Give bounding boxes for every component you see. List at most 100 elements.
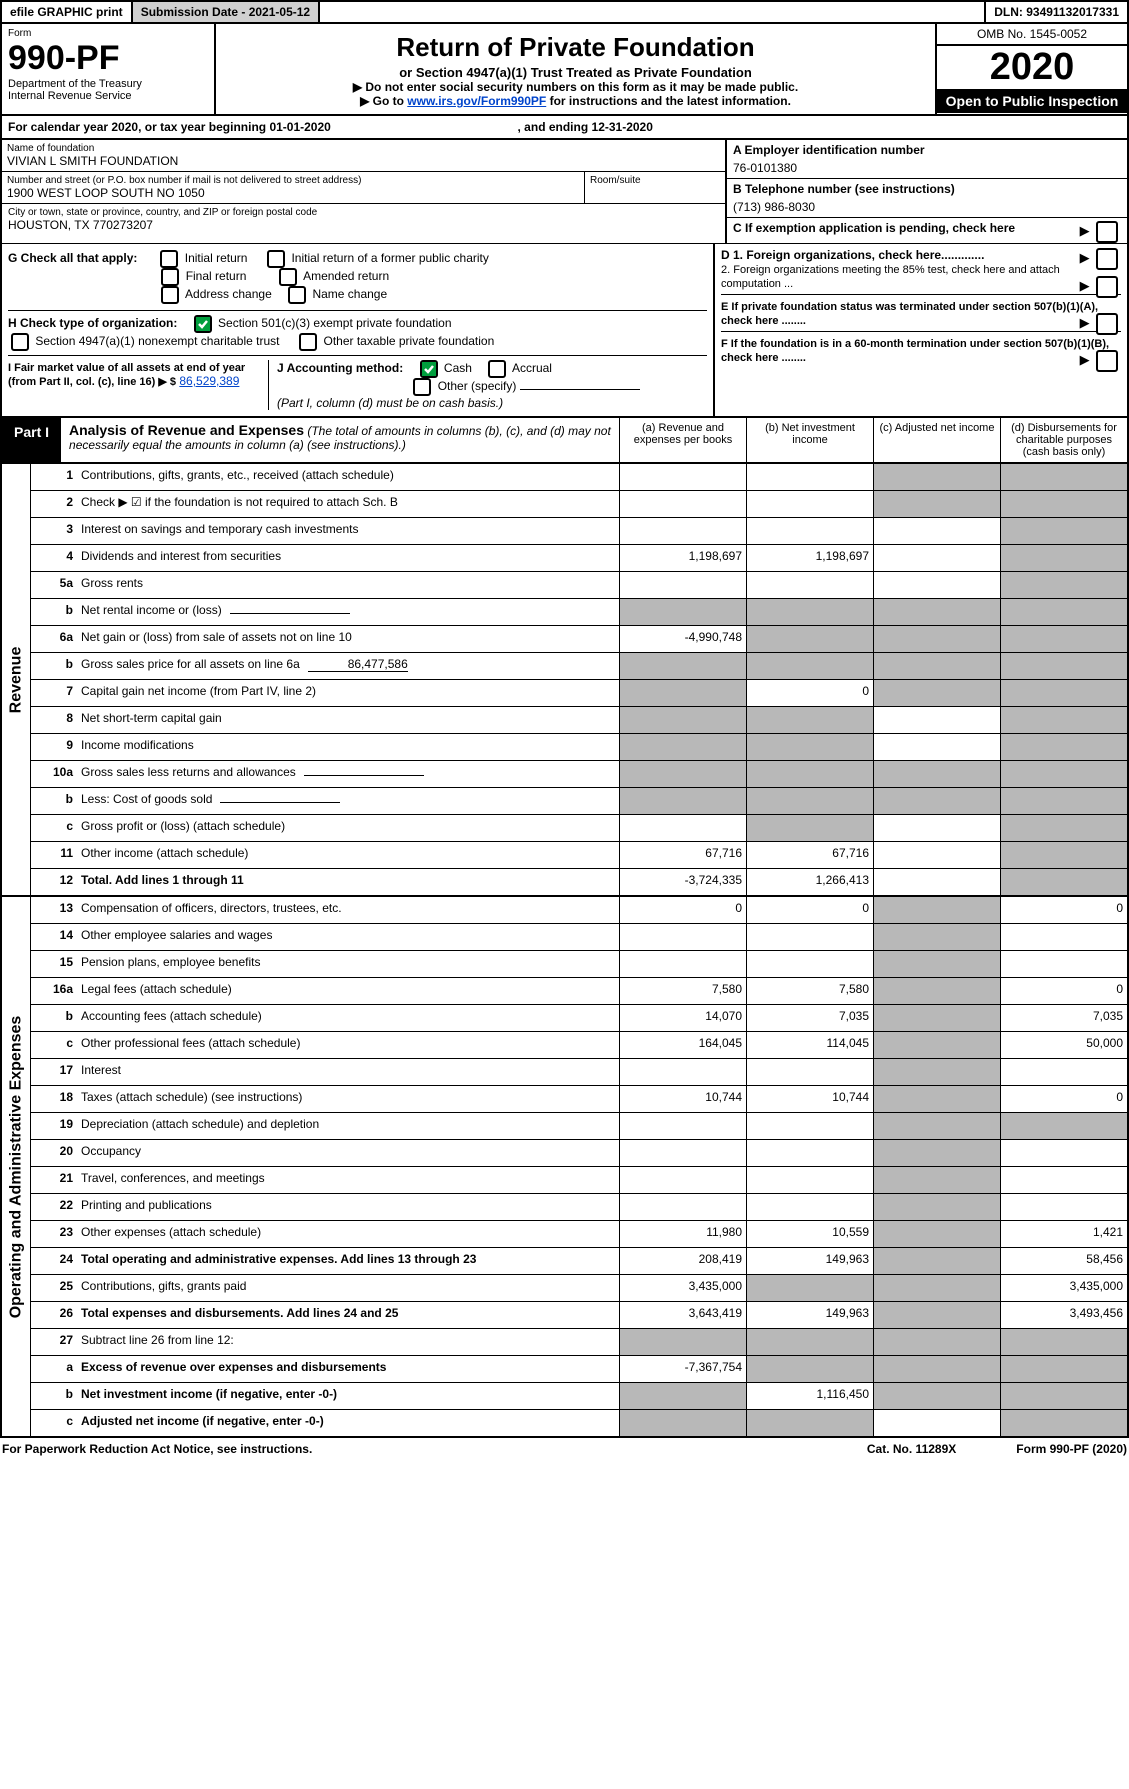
line-description: Total operating and administrative expen… <box>79 1248 619 1274</box>
value-cell <box>619 518 746 544</box>
table-row: bAccounting fees (attach schedule)14,070… <box>31 1005 1127 1032</box>
value-cell <box>873 1221 1000 1247</box>
revenue-side-label: Revenue <box>2 464 31 895</box>
tax-year: 2020 <box>937 46 1127 89</box>
value-cell: 58,456 <box>1000 1248 1127 1274</box>
value-cell <box>873 599 1000 625</box>
h2-checkbox[interactable] <box>11 333 29 351</box>
d2-checkbox[interactable] <box>1096 276 1118 298</box>
value-cell: 50,000 <box>1000 1032 1127 1058</box>
form-subtitle: or Section 4947(a)(1) Trust Treated as P… <box>222 65 929 80</box>
line-description: Total expenses and disbursements. Add li… <box>79 1302 619 1328</box>
j-accrual-checkbox[interactable] <box>488 360 506 378</box>
room-label: Room/suite <box>590 175 720 186</box>
h1: Section 501(c)(3) exempt private foundat… <box>218 316 451 330</box>
table-row: 10aGross sales less returns and allowanc… <box>31 761 1127 788</box>
ein-label: A Employer identification number <box>733 143 1121 157</box>
g-address-checkbox[interactable] <box>161 286 179 304</box>
part1-header: Part I Analysis of Revenue and Expenses … <box>0 418 1129 464</box>
g-final-checkbox[interactable] <box>161 268 179 286</box>
value-cell <box>1000 572 1127 598</box>
dln: DLN: 93491132017331 <box>984 2 1127 22</box>
efile-btn[interactable]: efile GRAPHIC print <box>2 2 133 22</box>
value-cell: 1,198,697 <box>746 545 873 571</box>
j-cash-checkbox[interactable] <box>420 360 438 378</box>
value-cell <box>619 924 746 950</box>
line-description: Other income (attach schedule) <box>79 842 619 868</box>
expenses-side-label: Operating and Administrative Expenses <box>2 897 31 1436</box>
h-label: H Check type of organization: <box>8 316 177 330</box>
line-number: b <box>31 653 79 679</box>
value-cell <box>619 1167 746 1193</box>
value-cell <box>746 1059 873 1085</box>
footer-left: For Paperwork Reduction Act Notice, see … <box>2 1442 312 1456</box>
value-cell <box>873 1086 1000 1112</box>
d2-label: 2. Foreign organizations meeting the 85%… <box>721 264 1060 290</box>
h3-checkbox[interactable] <box>299 333 317 351</box>
cal-end: , and ending 12-31-2020 <box>518 120 653 134</box>
j-other-checkbox[interactable] <box>413 378 431 396</box>
value-cell: -7,367,754 <box>619 1356 746 1382</box>
g-initial-checkbox[interactable] <box>160 250 178 268</box>
value-cell: 1,421 <box>1000 1221 1127 1247</box>
line-description: Subtract line 26 from line 12: <box>79 1329 619 1355</box>
line-description: Taxes (attach schedule) (see instruction… <box>79 1086 619 1112</box>
f-checkbox[interactable] <box>1096 350 1118 372</box>
h1-checkbox[interactable] <box>194 315 212 333</box>
value-cell <box>873 545 1000 571</box>
line-number: b <box>31 1005 79 1031</box>
line-number: b <box>31 1383 79 1409</box>
g-name-checkbox[interactable] <box>288 286 306 304</box>
footer-mid: Cat. No. 11289X <box>867 1442 956 1456</box>
fmv-value[interactable]: 86,529,389 <box>179 374 239 388</box>
value-cell <box>746 1275 873 1301</box>
table-row: 24Total operating and administrative exp… <box>31 1248 1127 1275</box>
value-cell <box>619 707 746 733</box>
j-note: (Part I, column (d) must be on cash basi… <box>277 396 503 410</box>
line-description: Capital gain net income (from Part IV, l… <box>79 680 619 706</box>
line-number: 9 <box>31 734 79 760</box>
value-cell <box>619 1113 746 1139</box>
value-cell: 7,035 <box>746 1005 873 1031</box>
line-description: Gross sales less returns and allowances <box>79 761 619 787</box>
g-initial-public-checkbox[interactable] <box>267 250 285 268</box>
value-cell <box>1000 707 1127 733</box>
table-row: 15Pension plans, employee benefits <box>31 951 1127 978</box>
value-cell: 14,070 <box>619 1005 746 1031</box>
e-checkbox[interactable] <box>1096 313 1118 335</box>
line-number: 6a <box>31 626 79 652</box>
line-description: Travel, conferences, and meetings <box>79 1167 619 1193</box>
form-header: Form 990-PF Department of the Treasury I… <box>0 24 1129 116</box>
value-cell <box>619 1059 746 1085</box>
telephone: (713) 986-8030 <box>733 196 1121 214</box>
irs: Internal Revenue Service <box>8 90 208 102</box>
value-cell <box>1000 1140 1127 1166</box>
value-cell <box>873 788 1000 814</box>
line-description: Other employee salaries and wages <box>79 924 619 950</box>
value-cell <box>873 734 1000 760</box>
line-number: 13 <box>31 897 79 923</box>
line-description: Printing and publications <box>79 1194 619 1220</box>
table-row: bGross sales price for all assets on lin… <box>31 653 1127 680</box>
value-cell <box>746 464 873 490</box>
value-cell <box>1000 1356 1127 1382</box>
g-amended-checkbox[interactable] <box>279 268 297 286</box>
j-label: J Accounting method: <box>277 361 403 375</box>
form-number: 990-PF <box>8 39 208 78</box>
table-row: 14Other employee salaries and wages <box>31 924 1127 951</box>
g-label: G Check all that apply: <box>8 251 137 265</box>
top-bar: efile GRAPHIC print Submission Date - 20… <box>0 0 1129 24</box>
value-cell <box>873 924 1000 950</box>
value-cell: 7,580 <box>619 978 746 1004</box>
table-row: 26Total expenses and disbursements. Add … <box>31 1302 1127 1329</box>
value-cell <box>873 1113 1000 1139</box>
c-checkbox[interactable] <box>1096 221 1118 243</box>
d1-checkbox[interactable] <box>1096 248 1118 270</box>
line-description: Net investment income (if negative, ente… <box>79 1383 619 1409</box>
irs-link[interactable]: www.irs.gov/Form990PF <box>407 94 546 108</box>
value-cell: 114,045 <box>746 1032 873 1058</box>
value-cell: 164,045 <box>619 1032 746 1058</box>
value-cell <box>619 599 746 625</box>
value-cell: 67,716 <box>619 842 746 868</box>
col-b-hdr: (b) Net investment income <box>746 418 873 462</box>
